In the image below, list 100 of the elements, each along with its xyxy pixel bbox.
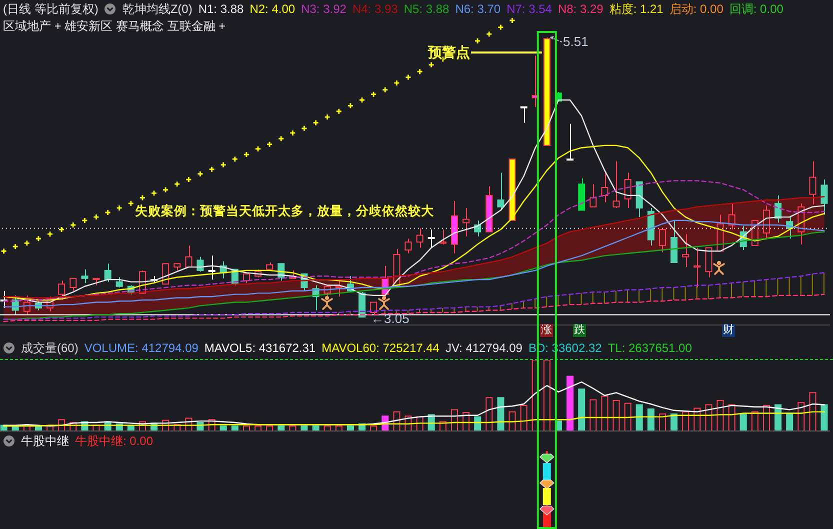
bar: [636, 404, 643, 431]
candlestick: [462, 207, 470, 237]
annotation: 启动: 0.00: [669, 2, 724, 16]
bar: [486, 397, 493, 431]
point: [405, 74, 412, 80]
bar: [220, 426, 227, 431]
point: [312, 120, 319, 126]
annotation: 5.51: [563, 34, 588, 49]
bar: [208, 419, 216, 431]
bar: [566, 376, 574, 431]
text: 牛股中继: 0.00: [75, 434, 154, 448]
candlestick: [809, 160, 816, 206]
point: [197, 170, 204, 178]
candlestick: [682, 234, 690, 268]
bar: [508, 411, 516, 431]
bar: [670, 413, 678, 431]
text: N2: 4.00: [250, 2, 296, 16]
chart-title: (日线 等比前复权): [3, 2, 98, 16]
point: [428, 62, 435, 68]
point: [116, 204, 123, 212]
text: N8: 3.29: [558, 2, 604, 16]
point: [208, 166, 215, 173]
bar: [820, 404, 828, 431]
bar: [786, 412, 794, 431]
bar: [543, 360, 550, 431]
point: [232, 156, 238, 162]
text: 区域地产 + 雄安新区 赛马概念 互联金融 +: [3, 19, 226, 33]
point: [497, 24, 504, 30]
point: [301, 125, 308, 132]
point: [0, 248, 7, 254]
bar: [578, 388, 586, 431]
annotation: 失败案例：预警当天低开太多，放量，分歧依然较大: [135, 204, 434, 220]
point: [46, 230, 54, 238]
point: [58, 226, 65, 233]
point: [70, 222, 76, 228]
bar: [682, 411, 690, 431]
point: [12, 243, 19, 250]
bar: [450, 409, 458, 431]
legend-title: 乾坤均线Z(0): [122, 2, 192, 16]
bar: [740, 413, 747, 431]
point: [93, 214, 100, 220]
bar: [705, 404, 712, 431]
bar: [624, 402, 632, 431]
bar: [439, 421, 446, 431]
chart-title: 成交量(60): [21, 341, 78, 355]
bar: [497, 397, 504, 431]
point: [393, 80, 400, 86]
bar: [751, 411, 758, 431]
bar: [590, 399, 597, 431]
annotation: 财: [722, 324, 735, 337]
bar: [601, 396, 608, 431]
bar: [312, 426, 320, 431]
text: N6: 3.70: [455, 2, 501, 16]
point: [416, 68, 423, 75]
bar: [162, 420, 170, 431]
point: [150, 190, 158, 196]
text: N5: 3.88: [404, 2, 450, 16]
point: [243, 151, 250, 158]
bar: [278, 426, 285, 431]
point: [81, 217, 88, 224]
bar: [300, 426, 308, 431]
bar: [462, 412, 470, 431]
text: VOLUME: 412794.09: [84, 341, 198, 355]
bar: [289, 426, 296, 431]
bar: [404, 416, 412, 431]
bar: [393, 411, 400, 431]
bar: [658, 413, 666, 431]
bar: [728, 404, 736, 431]
text: 牛股中继: [21, 434, 69, 448]
annotation: ←3.05: [371, 311, 410, 326]
bar: [231, 426, 238, 431]
point: [336, 108, 342, 115]
point: [382, 86, 388, 93]
bar: [70, 422, 77, 431]
bar: [346, 426, 354, 431]
candlestick: [624, 172, 632, 208]
point: [139, 194, 146, 201]
candlestick: [208, 255, 216, 280]
point: [370, 91, 377, 98]
point: [486, 30, 492, 38]
candlestick: [428, 229, 435, 248]
text: MAVOL60: 725217.44: [322, 341, 440, 355]
point: [358, 96, 366, 104]
point: [174, 180, 180, 188]
point: [289, 130, 296, 136]
point: [162, 186, 169, 193]
point: [104, 209, 111, 216]
bar: [762, 404, 770, 431]
bar: [716, 400, 724, 431]
point: [347, 102, 354, 109]
point: [324, 114, 331, 120]
bar: [809, 392, 816, 431]
bar: [520, 404, 528, 431]
point: [254, 146, 262, 152]
text: N3: 3.92: [301, 2, 346, 16]
annotation: 涨: [540, 324, 553, 337]
text: TL: 2637651.00: [608, 341, 692, 355]
bar: [612, 400, 620, 431]
annotation: 跌: [573, 324, 586, 337]
text: JV: 412794.09: [445, 341, 522, 355]
